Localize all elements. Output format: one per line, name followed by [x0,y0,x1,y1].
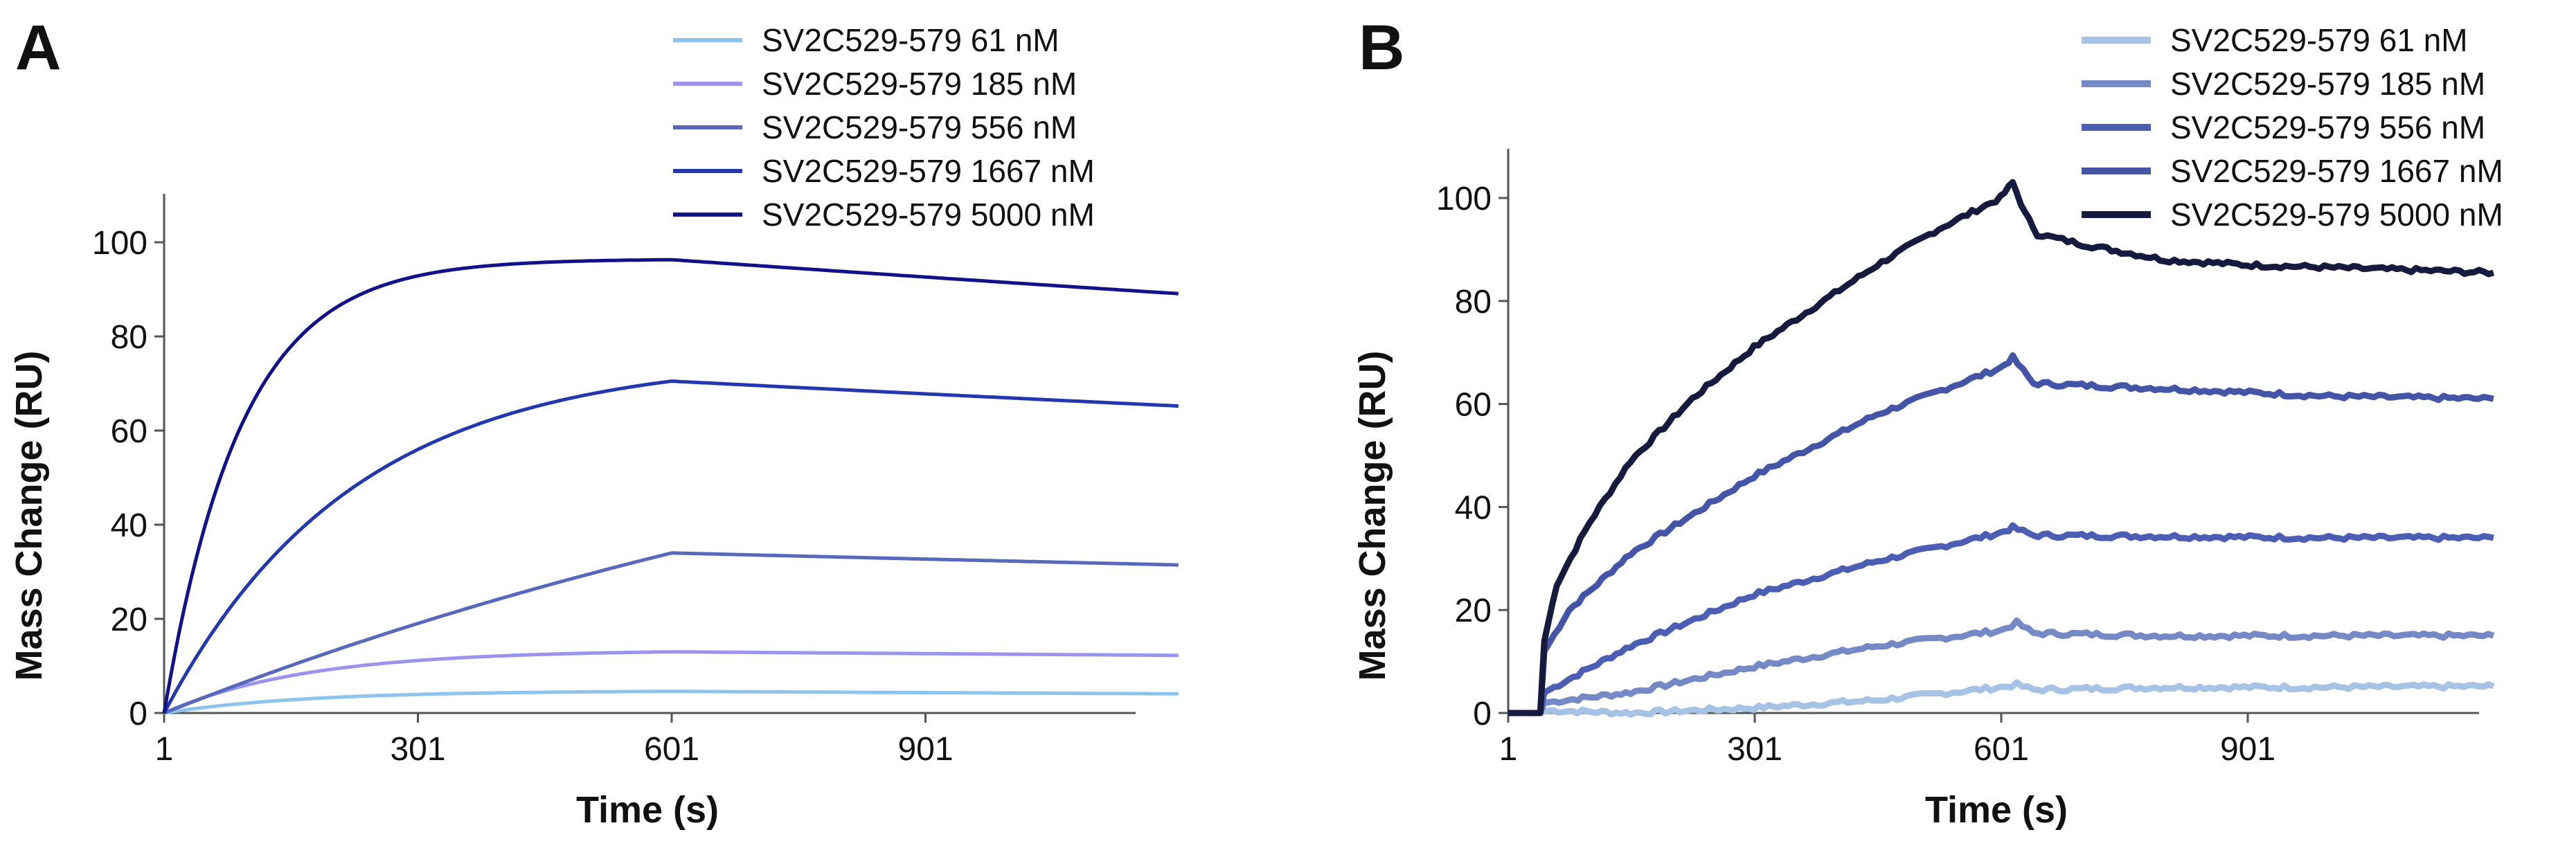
legend-b: SV2C529-579 61 nM SV2C529-579 185 nM SV2… [2082,22,2503,233]
x-tick-label: 901 [2220,731,2275,768]
y-tick-label: 60 [1455,387,1492,424]
series-line [162,379,1179,714]
panel-label-a: A [15,12,61,83]
x-axis-title-a: Time (s) [576,789,719,831]
panel-label-b: B [1359,12,1404,83]
legend-entry: SV2C529-579 185 nM [762,66,1077,102]
y-tick-label: 60 [111,413,147,450]
series-group-b [1508,179,2495,718]
legend-entry: SV2C529-579 1667 nM [2170,153,2503,189]
series-line [1508,352,2494,716]
y-tick-label: 40 [111,507,147,544]
series-line [1508,179,2495,716]
y-tick-label: 20 [1455,593,1492,629]
x-axis-title-b: Time (s) [1925,789,2068,831]
legend-entry: SV2C529-579 5000 nM [762,197,1095,233]
y-axis-title-b: Mass Change (RU) [1352,350,1393,680]
y-tick-label: 0 [1473,696,1492,732]
series-line [162,258,1179,714]
series-group-a [162,258,1179,715]
legend-entry: SV2C529-579 556 nM [762,109,1077,145]
x-tick-label: 901 [897,731,953,768]
y-tick-label: 20 [111,602,147,638]
series-line [1508,679,2495,718]
y-tick-label: 80 [111,319,147,356]
x-tick-label: 1 [155,731,174,768]
y-tick-label: 0 [129,696,147,732]
series-line [163,650,1179,715]
x-tick-label: 301 [390,731,445,768]
legend-entry: SV2C529-579 556 nM [2170,109,2485,145]
legend-entry: SV2C529-579 61 nM [2170,22,2468,58]
x-tick-label: 1 [1499,731,1518,768]
legend-a: SV2C529-579 61 nM SV2C529-579 185 nM SV2… [673,22,1095,233]
series-line [1508,522,2494,716]
axes-b: 0 20 40 60 80 100 1 301 601 901 [1436,149,2479,768]
y-tick-label: 100 [92,225,147,262]
panel-a: A SV2C529-579 61 nM SV2C529-579 185 nM S… [8,12,1179,831]
legend-entry: SV2C529-579 61 nM [762,22,1059,58]
x-tick-label: 601 [1974,731,2029,768]
series-line [1508,617,2495,716]
y-tick-label: 80 [1455,284,1492,321]
panel-b: B SV2C529-579 61 nM SV2C529-579 185 nM S… [1352,12,2503,831]
legend-entry: SV2C529-579 5000 nM [2170,197,2503,233]
y-tick-label: 100 [1436,181,1492,217]
series-line [163,551,1179,715]
x-tick-label: 301 [1727,731,1782,768]
x-tick-label: 601 [644,731,699,768]
legend-entry: SV2C529-579 185 nM [2170,66,2485,102]
axes-a: 0 20 40 60 80 100 1 301 601 901 [92,194,1136,768]
y-tick-label: 40 [1455,489,1492,526]
legend-entry: SV2C529-579 1667 nM [762,153,1095,189]
y-axis-title-a: Mass Change (RU) [8,350,50,680]
series-line [163,689,1179,715]
